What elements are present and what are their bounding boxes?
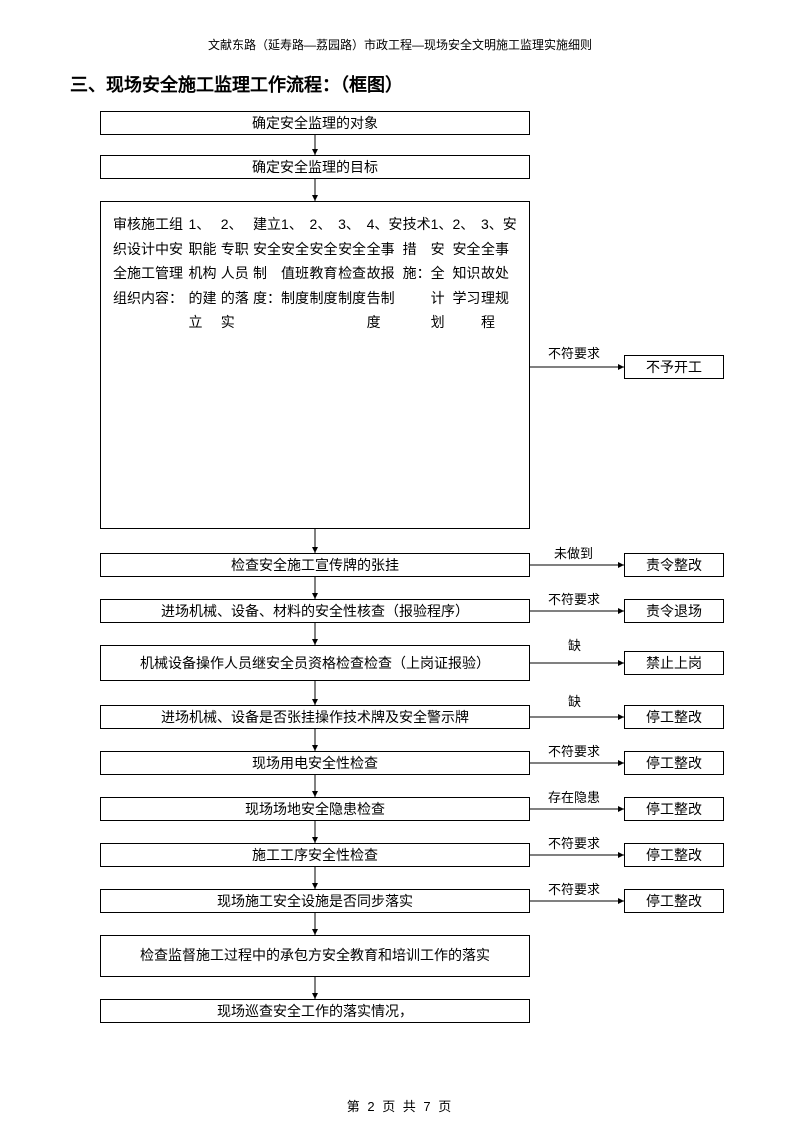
flow-node: 进场机械、设备是否张挂操作技术牌及安全警示牌 (100, 705, 530, 729)
flow-node: 现场场地安全隐患检查 (100, 797, 530, 821)
flowchart-area: 确定安全监理的对象确定安全监理的目标审核施工组织设计中安全施工管理组织内容：1、… (70, 111, 730, 1101)
edge-label: 不符要求 (548, 741, 600, 760)
flow-node: 现场用电安全性检查 (100, 751, 530, 775)
flow-node: 不予开工 (624, 355, 724, 379)
flow-node: 确定安全监理的对象 (100, 111, 530, 135)
page-header: 文献东路（延寿路—荔园路）市政工程—现场安全文明施工监理实施细则 (70, 36, 730, 53)
flow-node: 现场巡查安全工作的落实情况， (100, 999, 530, 1023)
edge-label: 缺 (568, 635, 581, 654)
flow-node: 施工工序安全性检查 (100, 843, 530, 867)
flow-node: 停工整改 (624, 705, 724, 729)
flow-node: 停工整改 (624, 889, 724, 913)
flow-node: 停工整改 (624, 843, 724, 867)
edge-label: 不符要求 (548, 833, 600, 852)
flow-node: 禁止上岗 (624, 651, 724, 675)
flow-node: 停工整改 (624, 797, 724, 821)
page-footer: 第 2 页 共 7 页 (0, 1096, 800, 1115)
flow-node: 进场机械、设备、材料的安全性核查（报验程序） (100, 599, 530, 623)
flow-node: 确定安全监理的目标 (100, 155, 530, 179)
flow-node: 现场施工安全设施是否同步落实 (100, 889, 530, 913)
flow-node: 机械设备操作人员继安全员资格检查检查（上岗证报验） (100, 645, 530, 681)
flow-node: 检查安全施工宣传牌的张挂 (100, 553, 530, 577)
document-page: 文献东路（延寿路—荔园路）市政工程—现场安全文明施工监理实施细则 三、现场安全施… (0, 0, 800, 1121)
edge-label: 缺 (568, 691, 581, 710)
edge-label: 未做到 (554, 543, 593, 562)
edge-label: 不符要求 (548, 343, 600, 362)
flow-node: 停工整改 (624, 751, 724, 775)
edge-label: 不符要求 (548, 589, 600, 608)
flow-node: 审核施工组织设计中安全施工管理组织内容：1、职能机构的建立2、专职人员的落实建立… (100, 201, 530, 529)
edge-label: 存在隐患 (548, 787, 600, 806)
section-title: 三、现场安全施工监理工作流程：（框图） (70, 71, 730, 97)
flow-node: 责令整改 (624, 553, 724, 577)
flow-node: 责令退场 (624, 599, 724, 623)
edge-label: 不符要求 (548, 879, 600, 898)
flow-node: 检查监督施工过程中的承包方安全教育和培训工作的落实 (100, 935, 530, 977)
